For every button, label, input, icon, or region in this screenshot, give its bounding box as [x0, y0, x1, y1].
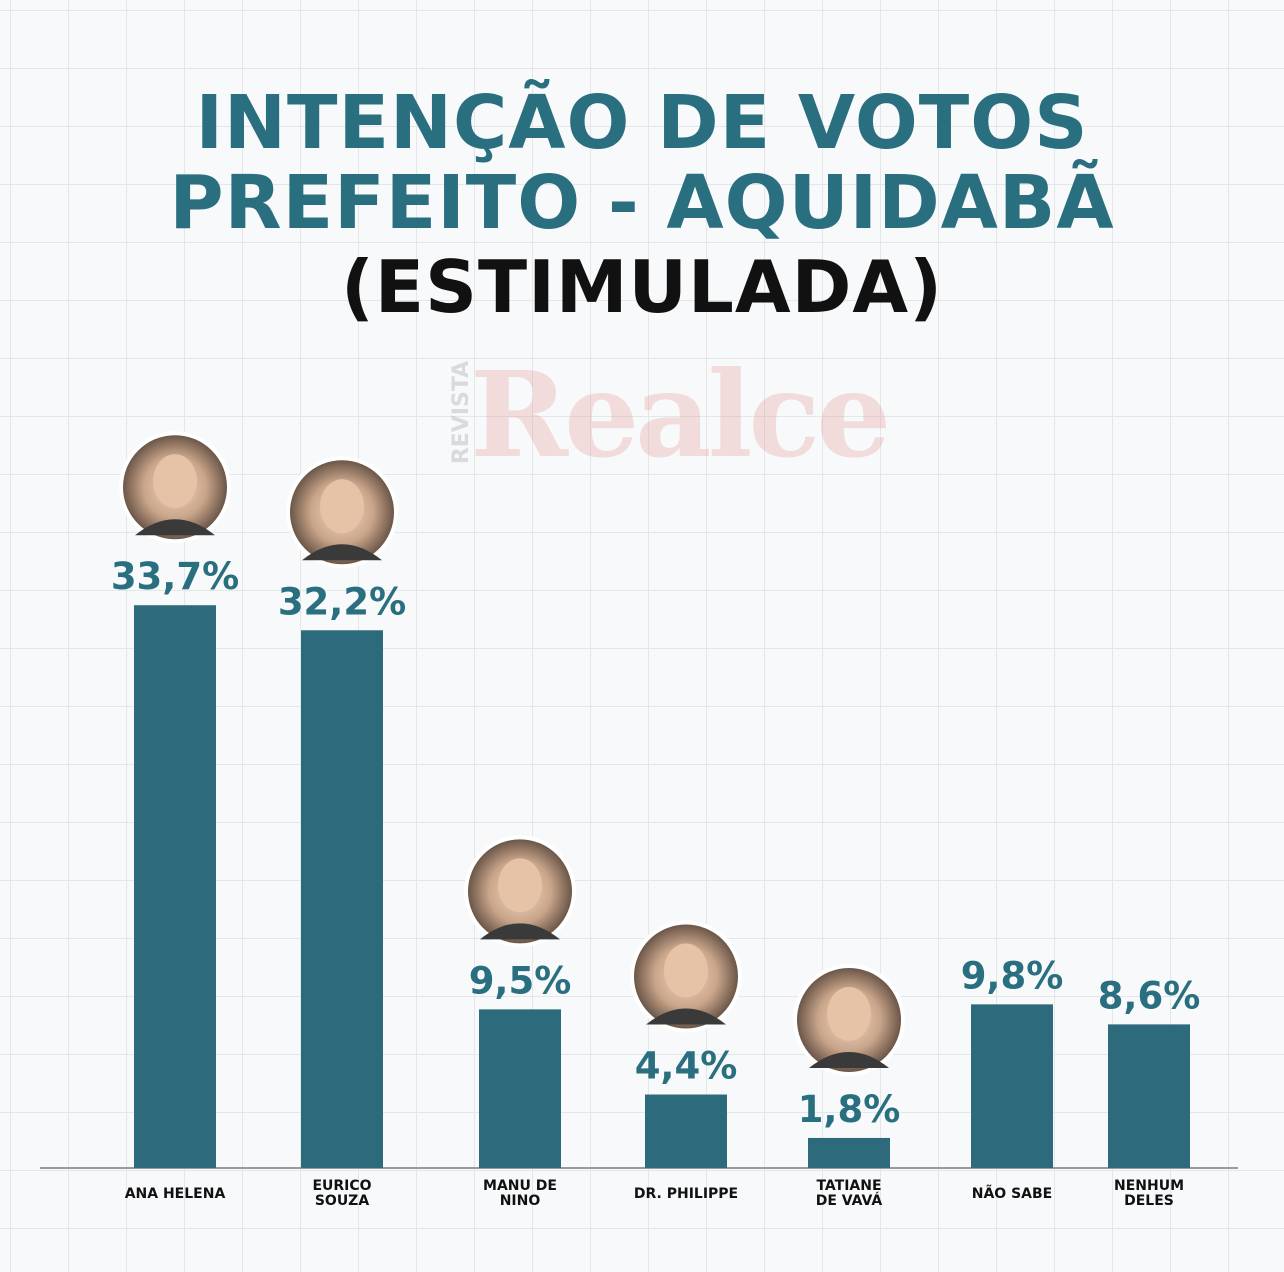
avatar-shoulders [302, 544, 382, 561]
data-label: 33,7% [111, 555, 239, 598]
bar [479, 1009, 561, 1168]
tick-label: NENHUM [1114, 1178, 1184, 1194]
avatar-face [153, 454, 197, 509]
bar [808, 1137, 890, 1168]
data-label: 4,4% [635, 1045, 738, 1088]
bar [301, 630, 383, 1168]
tick-label: NÃO SABE [972, 1185, 1052, 1202]
tick-label: MANU DE [483, 1178, 557, 1194]
tick-label: EURICO [312, 1178, 371, 1194]
watermark-logo: Realce [470, 345, 891, 484]
tick-label: DE VAVÁ [816, 1192, 883, 1209]
tick-label: DR. PHILIPPE [634, 1186, 738, 1202]
data-label: 9,5% [469, 959, 572, 1002]
avatar-shoulders [135, 519, 215, 536]
bar [1108, 1024, 1190, 1168]
tick-label: DELES [1124, 1193, 1174, 1209]
tick-label: SOUZA [315, 1193, 370, 1209]
bar [645, 1094, 727, 1168]
chart-title-line-2: PREFEITO - AQUIDABÃ [169, 160, 1115, 246]
data-label: 8,6% [1098, 974, 1201, 1017]
data-label: 1,8% [798, 1088, 901, 1131]
avatar-face [827, 986, 871, 1041]
chart-title-line-1: INTENÇÃO DE VOTOS [195, 80, 1089, 166]
avatar-shoulders [809, 1051, 889, 1068]
avatar-face [664, 943, 708, 998]
tick-label: TATIANE [816, 1178, 881, 1194]
tick-label: ANA HELENA [125, 1186, 226, 1202]
avatar-face [498, 858, 542, 913]
avatar-shoulders [646, 1008, 726, 1025]
avatar-face [320, 479, 364, 534]
bar [971, 1004, 1053, 1168]
data-label: 9,8% [961, 954, 1064, 997]
data-label: 32,2% [278, 580, 406, 623]
chart-title-line-3: (ESTIMULADA) [341, 245, 943, 329]
tick-label: NINO [500, 1193, 541, 1209]
bar [134, 605, 216, 1168]
avatar-shoulders [480, 923, 560, 940]
